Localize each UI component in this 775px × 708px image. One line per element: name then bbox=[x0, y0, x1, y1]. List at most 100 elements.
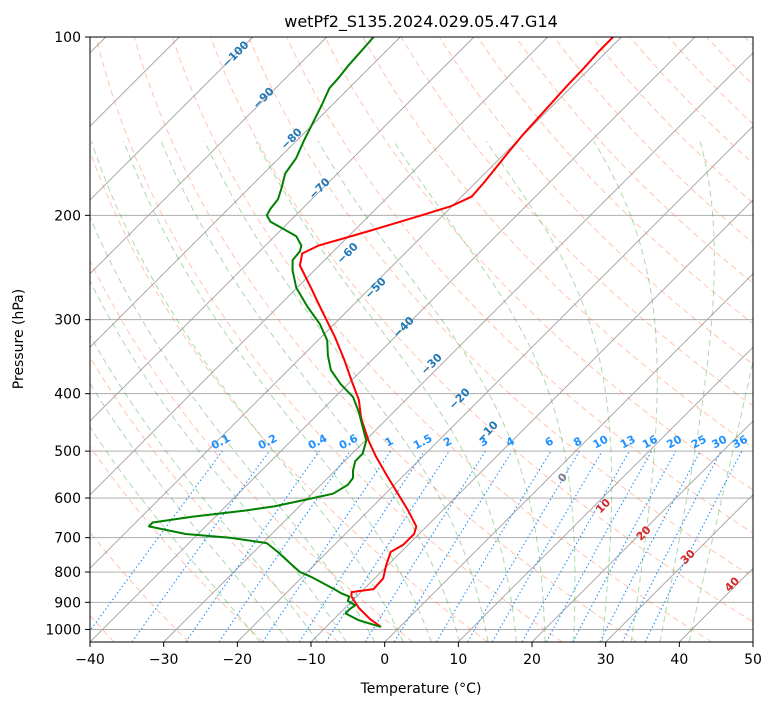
mixing-ratio-label: 0.4 bbox=[306, 432, 330, 453]
reference-line-labels: 0.1 0.2 0.4 0.6 1 1.5 2 3 4 6 8 10 13 16 20 25 30 36−100−… bbox=[209, 38, 750, 594]
moist-adiabat-line bbox=[123, 141, 432, 642]
moist-adiabat-line bbox=[204, 141, 489, 642]
mixing-ratio-line bbox=[644, 450, 743, 642]
dry-adiabat-line bbox=[324, 37, 753, 491]
moist-adiabat-label: 30 bbox=[678, 547, 698, 567]
dry-adiabat-lines bbox=[90, 37, 753, 642]
dry-adiabat-line bbox=[248, 37, 753, 578]
x-tick-label: 0 bbox=[380, 652, 389, 668]
mixing-ratio-label: 30 bbox=[710, 433, 730, 452]
isotherm-line bbox=[678, 567, 753, 642]
moist-adiabat-line bbox=[688, 358, 753, 642]
isotherm-line bbox=[90, 37, 549, 496]
dry-adiabat-line bbox=[706, 37, 753, 86]
isotherm-lines bbox=[90, 37, 753, 642]
x-tick-label: −30 bbox=[149, 652, 179, 668]
mixing-ratio-line bbox=[435, 450, 552, 642]
x-tick-label: 10 bbox=[449, 652, 467, 668]
x-tick-label: 50 bbox=[744, 652, 762, 668]
isotherm-line bbox=[90, 37, 254, 201]
mixing-ratio-line bbox=[218, 450, 351, 642]
y-tick-label: 800 bbox=[54, 565, 81, 581]
y-tick-label: 200 bbox=[54, 208, 81, 224]
isotherm-line bbox=[236, 125, 753, 642]
y-tick-label: 500 bbox=[54, 444, 81, 460]
mixing-ratio-line bbox=[393, 450, 513, 642]
dry-adiabat-label: −70 bbox=[306, 175, 333, 202]
y-tick-label: 600 bbox=[54, 491, 81, 507]
isotherm-line bbox=[90, 37, 401, 348]
mixing-ratio-label: 36 bbox=[730, 433, 750, 452]
dry-adiabat-line bbox=[133, 37, 638, 642]
moist-adiabat-line bbox=[659, 141, 715, 642]
dry-adiabat-label: −20 bbox=[446, 385, 473, 412]
moist-adiabat-label: 10 bbox=[593, 496, 613, 516]
x-axis-label: Temperature (°C) bbox=[360, 681, 482, 697]
mixing-ratio-label: 13 bbox=[618, 433, 638, 452]
y-axis-ticks: 100 200 300 400 500 600 700 800 900 1000 bbox=[45, 30, 90, 638]
y-tick-label: 900 bbox=[54, 595, 81, 611]
x-tick-label: −40 bbox=[75, 652, 105, 668]
moist-adiabat-label: 40 bbox=[722, 574, 742, 594]
isotherm-line bbox=[605, 494, 753, 642]
dry-adiabat-line bbox=[90, 445, 264, 642]
mixing-ratio-line bbox=[325, 450, 450, 642]
moist-adiabat-line bbox=[393, 141, 576, 642]
moist-adiabat-line bbox=[90, 334, 319, 642]
mixing-ratio-label: 25 bbox=[689, 433, 709, 452]
profile-series bbox=[147, 37, 614, 628]
plot-frame bbox=[89, 36, 754, 643]
y-tick-label: 400 bbox=[54, 387, 81, 403]
isobar-gridlines bbox=[90, 37, 753, 630]
mixing-ratio-line bbox=[545, 450, 653, 642]
isotherm-line bbox=[531, 420, 753, 642]
dry-adiabat-line bbox=[90, 150, 488, 642]
moist-adiabat-line bbox=[255, 141, 517, 642]
x-tick-label: 30 bbox=[597, 652, 615, 668]
mixing-ratio-label: 1.5 bbox=[411, 432, 434, 453]
plot-area: 0.1 0.2 0.4 0.6 1 1.5 2 3 4 6 8 10 13 16 20 25 30 36−100−… bbox=[90, 37, 753, 642]
y-axis-label: Pressure (hPa) bbox=[11, 289, 27, 389]
moist-adiabat-line bbox=[593, 141, 658, 642]
isotherm-line bbox=[163, 52, 753, 642]
mixing-ratio-label: 10 bbox=[591, 433, 611, 452]
dry-adiabat-line bbox=[744, 37, 753, 47]
mixing-ratio-lines bbox=[90, 450, 743, 642]
moist-adiabat-lines bbox=[90, 141, 753, 642]
dry-adiabat-line bbox=[210, 37, 753, 623]
dry-adiabat-line bbox=[90, 259, 414, 642]
dry-adiabat-line bbox=[477, 37, 753, 325]
mixing-ratio-line bbox=[262, 450, 392, 642]
y-tick-label: 1000 bbox=[45, 622, 81, 638]
y-tick-label: 700 bbox=[54, 531, 81, 547]
dry-adiabat-line bbox=[515, 37, 753, 284]
mixing-ratio-label: 1 bbox=[383, 434, 396, 449]
mixing-ratio-line bbox=[131, 450, 270, 642]
moist-adiabat-line bbox=[90, 426, 261, 642]
y-tick-label: 100 bbox=[54, 30, 81, 46]
isotherm-line bbox=[752, 641, 753, 642]
dry-adiabat-label: −50 bbox=[362, 275, 389, 302]
y-tick-label: 300 bbox=[54, 313, 81, 329]
moist-adiabat-line bbox=[90, 279, 347, 642]
isotherm-line bbox=[90, 37, 696, 642]
mixing-ratio-label: 0.1 bbox=[209, 432, 232, 453]
x-tick-label: −10 bbox=[296, 652, 326, 668]
dry-adiabat-line bbox=[90, 531, 190, 642]
mixing-ratio-line bbox=[599, 450, 701, 642]
x-tick-label: 40 bbox=[670, 652, 688, 668]
moist-adiabat-line bbox=[90, 382, 290, 642]
dry-adiabat-label: −90 bbox=[250, 85, 277, 112]
mixing-ratio-line bbox=[521, 450, 630, 642]
moist-adiabat-label: 20 bbox=[634, 523, 654, 543]
moist-adiabat-line bbox=[160, 141, 461, 642]
isotherm-line bbox=[457, 346, 753, 642]
dry-adiabat-line bbox=[553, 37, 753, 244]
dry-adiabat-label: −30 bbox=[418, 351, 445, 378]
dry-adiabat-label: −10 bbox=[474, 418, 501, 445]
mixing-ratio-line bbox=[90, 450, 223, 632]
moist-adiabat-label: 0 bbox=[555, 470, 570, 485]
dry-adiabat-line bbox=[90, 356, 339, 642]
chart-title: wetPf2_S135.2024.029.05.47.G14 bbox=[284, 12, 558, 32]
